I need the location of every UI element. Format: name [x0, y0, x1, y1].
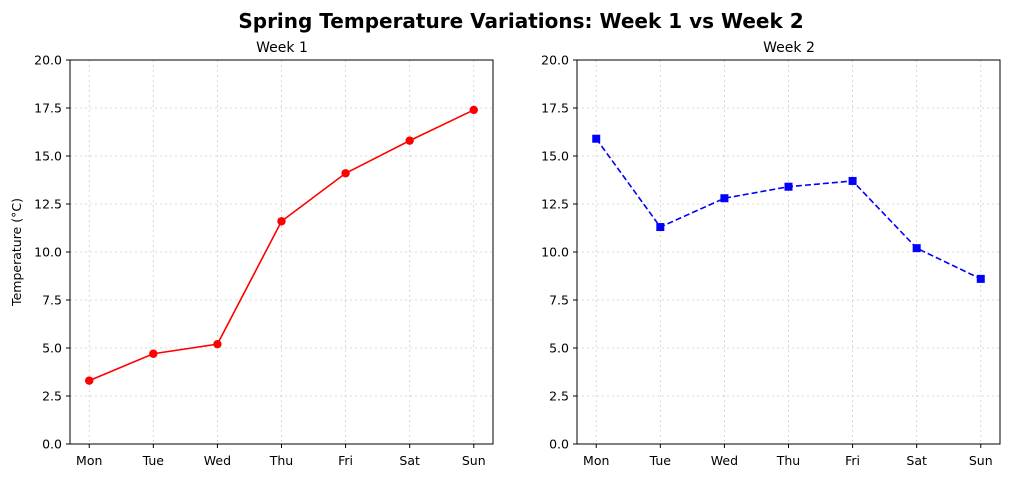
- chart-2-point-fri: [848, 176, 857, 185]
- chart-1-point-sun: [469, 105, 478, 115]
- chart-2-xtick-label-3: Thu: [776, 453, 800, 468]
- chart-2-ytick-label-2: 5.0: [549, 341, 569, 356]
- chart-2-point-sun: [976, 274, 985, 283]
- chart-1-point-wed: [213, 339, 222, 349]
- chart-2-xtick-label-1: Tue: [649, 453, 672, 468]
- chart-2-xtick-label-4: Fri: [845, 453, 860, 468]
- chart-1-ytick-label-1: 2.5: [42, 389, 62, 404]
- chart-1-ytick-label-0: 0.0: [42, 437, 62, 452]
- chart-2-xtick-label-6: Sun: [969, 453, 993, 468]
- chart-2-ytick-label-6: 15.0: [541, 149, 569, 164]
- chart-week2-title: Week 2: [763, 40, 815, 56]
- chart-1-point-thu: [277, 217, 286, 226]
- figure-suptitle: Spring Temperature Variations: Week 1 vs…: [238, 9, 803, 33]
- chart-1-ytick-label-5: 12.5: [34, 197, 62, 212]
- chart-1-ytick-label-2: 5.0: [42, 341, 62, 356]
- chart-1-xtick-label-2: Wed: [204, 453, 231, 468]
- chart-1-xtick-label-3: Thu: [269, 453, 293, 468]
- chart-2-point-tue: [656, 223, 665, 232]
- chart-1-xtick-label-0: Mon: [76, 453, 102, 468]
- chart-2-ytick-label-4: 10.0: [541, 245, 569, 260]
- chart-1-point-sat: [405, 136, 414, 145]
- chart-2-ytick-label-1: 2.5: [549, 389, 569, 404]
- chart-1-ytick-label-4: 10.0: [34, 245, 62, 260]
- chart-2-point-wed: [720, 194, 729, 203]
- chart-1-xtick-label-6: Sun: [462, 453, 486, 468]
- chart-2-xtick-label-2: Wed: [711, 453, 738, 468]
- chart-week1: Week 1 Temperature (°C) Mon Tue Wed Thu Fri S…: [9, 40, 494, 468]
- chart-1-ytick-label-7: 17.5: [34, 101, 62, 116]
- chart-2-ytick-label-3: 7.5: [549, 293, 569, 308]
- chart-1-point-tue: [149, 349, 158, 358]
- chart-2-point-sat: [912, 244, 921, 253]
- chart-2-ytick-label-5: 12.5: [541, 197, 569, 212]
- chart-week2: Week 2 Mon Tue Wed Thu Fri Sat Sun 0.0 2.5 5.0 7.5…: [541, 40, 1001, 468]
- chart-2-ytick-label-7: 17.5: [541, 101, 569, 116]
- chart-2-series-line: [595, 138, 982, 280]
- chart-2-xtick-label-0: Mon: [583, 453, 609, 468]
- chart-1-xtick-label-1: Tue: [142, 453, 165, 468]
- chart-1-point-fri: [341, 169, 350, 178]
- chart-week1-ylabel: Temperature (°C): [9, 198, 24, 307]
- chart-2-point-mon: [592, 134, 601, 143]
- chart-week1-title: Week 1: [256, 40, 308, 56]
- chart-2-point-thu: [784, 182, 793, 191]
- chart-1-xtick-label-4: Fri: [338, 453, 353, 468]
- chart-1-ytick-label-6: 15.0: [34, 149, 62, 164]
- chart-1-xtick-label-5: Sat: [399, 453, 420, 468]
- chart-1-ytick-label-3: 7.5: [42, 293, 62, 308]
- chart-2-ytick-label-8: 20.0: [541, 53, 569, 68]
- chart-1-ytick-label-8: 20.0: [34, 53, 62, 68]
- chart-1-point-mon: [85, 376, 94, 385]
- chart-2-xtick-label-5: Sat: [906, 453, 927, 468]
- chart-2-ytick-label-0: 0.0: [549, 437, 569, 452]
